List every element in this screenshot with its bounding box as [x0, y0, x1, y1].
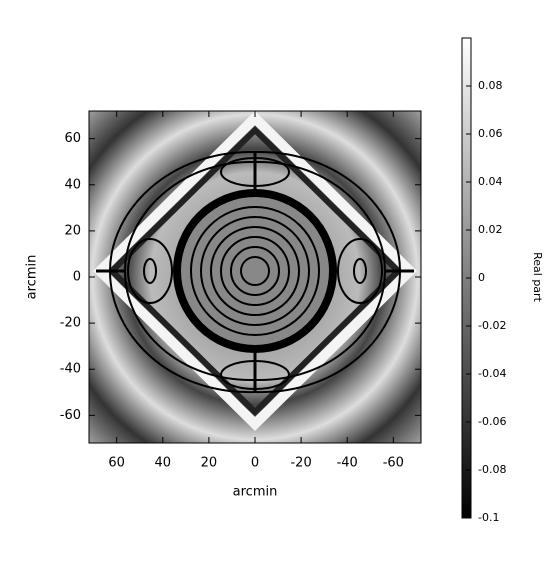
y-tick-label: -20	[60, 316, 81, 331]
x-tick-label: 0	[251, 456, 259, 471]
x-axis-label: arcmin	[233, 485, 278, 500]
x-tick-label: -40	[337, 456, 358, 471]
colorbar-tick-label: -0.1	[478, 511, 499, 524]
x-tick-label: 20	[201, 456, 218, 471]
colorbar-tick-label: 0.04	[478, 175, 503, 188]
x-tick-label: 60	[108, 456, 125, 471]
y-tick-label: 60	[64, 131, 81, 146]
colorbar-tick-label: -0.04	[478, 367, 506, 380]
x-tick-label: -20	[290, 456, 311, 471]
colorbar-tick-label: -0.02	[478, 319, 506, 332]
y-tick-label: -40	[60, 362, 81, 377]
colorbar-tick-label: 0.06	[478, 127, 503, 140]
colorbar-tick-label: -0.06	[478, 415, 506, 428]
x-tick-label: -60	[383, 456, 404, 471]
y-axis-label: arcmin	[25, 255, 40, 300]
y-tick-label: -60	[60, 408, 81, 423]
colorbar-tick-label: 0.02	[478, 223, 503, 236]
colorbar-tick-label: -0.08	[478, 463, 506, 476]
colorbar-tick-label: 0.08	[478, 79, 503, 92]
colorbar-label: Real part	[531, 252, 544, 302]
x-tick-label: 40	[155, 456, 172, 471]
y-tick-label: 0	[73, 270, 81, 285]
y-tick-label: 20	[64, 223, 81, 238]
heatmap-image	[89, 111, 421, 443]
colorbar-tick-label: 0	[478, 271, 485, 284]
y-tick-label: 40	[64, 177, 81, 192]
